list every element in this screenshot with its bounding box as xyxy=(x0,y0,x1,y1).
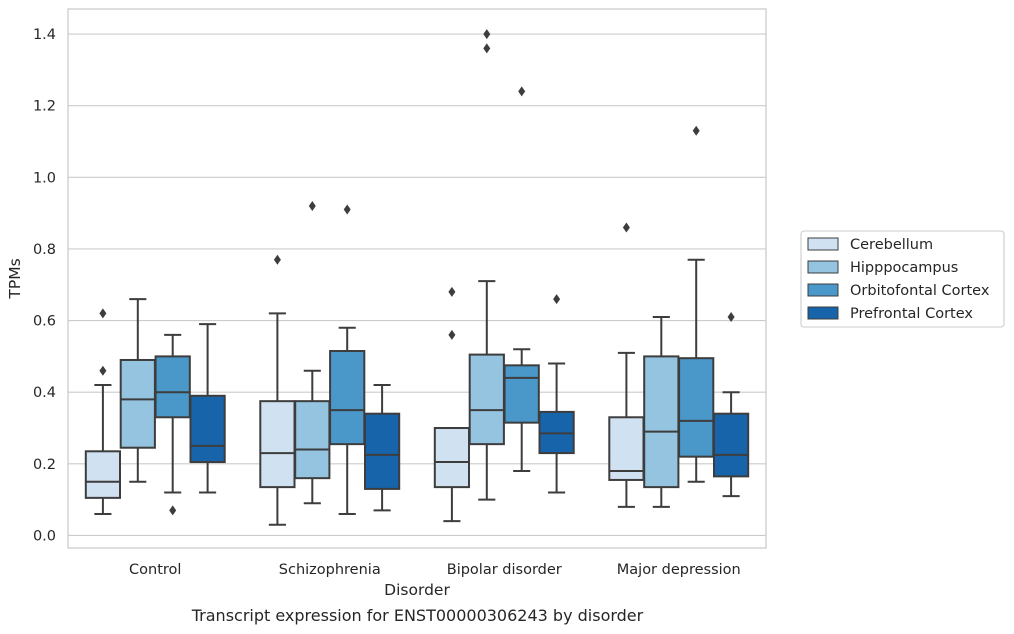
outlier-point xyxy=(483,43,491,54)
box xyxy=(468,29,505,501)
box xyxy=(363,384,401,512)
legend-swatch xyxy=(807,237,839,251)
box xyxy=(259,254,296,526)
box-body xyxy=(433,427,471,489)
box-body xyxy=(608,416,645,481)
box-body xyxy=(712,412,750,478)
box-body xyxy=(119,358,156,449)
plot-frame xyxy=(67,8,767,549)
box-body xyxy=(363,412,401,490)
outlier-point xyxy=(448,286,456,297)
legend-label: Hipppocampus xyxy=(850,260,958,276)
y-tick-label: 1.2 xyxy=(33,99,56,115)
outlier-point xyxy=(343,204,351,215)
chart-caption: Transcript expression for ENST0000030624… xyxy=(191,606,644,625)
y-tick-labels: 0.0 0.2 0.4 0.6 0.8 1.0 1.2 1.4 xyxy=(33,27,56,544)
outlier-point xyxy=(273,254,281,265)
box-body xyxy=(259,400,296,489)
box xyxy=(678,125,715,483)
box-body xyxy=(329,350,366,446)
x-tick-labels: Control Schizophrenia Bipolar disorder Majo… xyxy=(129,562,741,578)
y-tick-label: 0.0 xyxy=(33,528,56,544)
outlier-point xyxy=(448,329,456,340)
box xyxy=(608,222,645,508)
legend-frame xyxy=(800,230,1005,328)
box xyxy=(154,333,191,516)
outlier-point xyxy=(169,505,177,516)
series-hipppocampus xyxy=(119,29,680,508)
legend-swatch xyxy=(807,260,839,274)
box-body xyxy=(643,355,680,489)
y-tick-label: 1.4 xyxy=(33,27,56,43)
legend-label: Orbitofontal Cortex xyxy=(850,283,990,299)
x-tick-label: Control xyxy=(129,562,181,578)
box-body xyxy=(189,394,226,464)
box-body xyxy=(84,450,122,499)
series-cerebellum xyxy=(84,222,645,526)
outlier-point xyxy=(622,222,630,233)
box xyxy=(329,204,366,515)
box xyxy=(433,286,471,523)
box xyxy=(538,294,575,494)
outlier-point xyxy=(518,86,526,97)
legend-label: Cerebellum xyxy=(850,237,933,253)
y-tick-label: 0.4 xyxy=(33,385,56,401)
series-prefrontal-cortex xyxy=(189,294,750,512)
x-axis-label: Disorder xyxy=(384,581,450,599)
outlier-point xyxy=(692,125,700,136)
y-axis-label: TPMs xyxy=(6,258,24,299)
box xyxy=(84,308,122,515)
box-body xyxy=(468,353,505,446)
box-body xyxy=(154,355,191,419)
x-tick-label: Major depression xyxy=(617,562,741,578)
outlier-point xyxy=(727,312,735,322)
outlier-point xyxy=(99,308,107,319)
box-body xyxy=(294,400,331,480)
y-tick-label: 1.0 xyxy=(33,170,56,186)
legend-swatch xyxy=(807,283,839,297)
legend-label: Prefrontal Cortex xyxy=(850,306,973,322)
legend: Cerebellum Hipppocampus Orbitofontal Corte… xyxy=(800,230,1005,328)
legend-swatch xyxy=(807,306,839,320)
outlier-point xyxy=(483,29,491,40)
box-body xyxy=(678,357,715,458)
box-body xyxy=(503,364,540,424)
y-tick-label: 0.2 xyxy=(33,457,56,473)
box-series xyxy=(84,29,750,526)
outlier-point xyxy=(553,294,561,305)
x-tick-label: Schizophrenia xyxy=(279,562,381,578)
y-tick-label: 0.6 xyxy=(33,314,56,330)
box xyxy=(503,86,540,472)
series-orbitofontal-cortex xyxy=(154,86,715,516)
x-tick-label: Bipolar disorder xyxy=(447,562,562,578)
box xyxy=(643,316,680,508)
y-tick-label: 0.8 xyxy=(33,242,56,258)
box xyxy=(189,323,226,494)
outlier-point xyxy=(308,200,316,211)
box xyxy=(712,312,750,498)
box xyxy=(119,298,156,483)
box xyxy=(294,200,331,505)
outlier-point xyxy=(99,365,107,376)
